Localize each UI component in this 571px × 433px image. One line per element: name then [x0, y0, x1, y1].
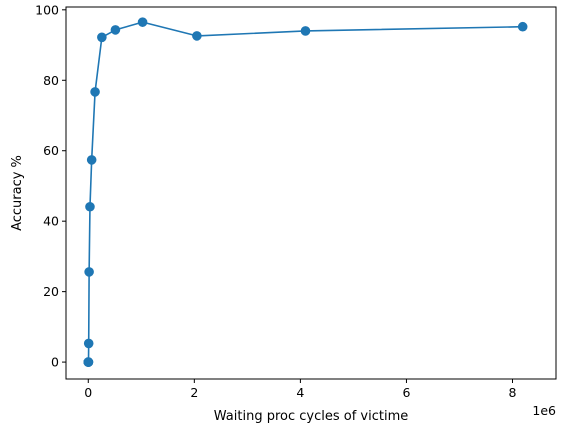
data-point	[90, 87, 100, 97]
x-axis-label: Waiting proc cycles of victime	[214, 409, 408, 424]
y-tick-label: 40	[43, 214, 59, 229]
series-layer	[83, 17, 528, 367]
data-point	[300, 26, 311, 36]
data-point	[97, 32, 107, 43]
y-tick-label: 20	[43, 284, 59, 299]
data-point	[517, 21, 528, 32]
y-axis-label: Accuracy %	[10, 155, 25, 231]
data-point	[85, 201, 95, 212]
x-tick-label: 4	[296, 385, 304, 400]
y-tick-label: 60	[43, 143, 59, 158]
y-tick-label: 100	[35, 2, 59, 17]
data-point	[137, 17, 148, 27]
axes-frame	[65, 6, 557, 380]
x-tick-label: 6	[402, 385, 410, 400]
plot-area	[65, 6, 557, 380]
x-tick-label: 8	[509, 385, 517, 400]
x-axis-ticks: 0 2 4 6 8	[84, 379, 517, 400]
data-point	[86, 155, 97, 165]
x-axis-offset-label: 1e6	[532, 403, 556, 418]
y-tick-label: 80	[43, 73, 59, 88]
data-point	[110, 25, 121, 35]
data-point	[83, 338, 94, 349]
y-tick-label: 0	[51, 355, 59, 370]
x-tick-label: 2	[190, 385, 198, 400]
data-point	[84, 267, 94, 277]
data-point	[83, 357, 94, 367]
x-tick-label: 0	[84, 385, 92, 400]
y-axis-ticks: 0 20 40 60 80 100	[35, 2, 66, 370]
data-point	[192, 31, 202, 41]
